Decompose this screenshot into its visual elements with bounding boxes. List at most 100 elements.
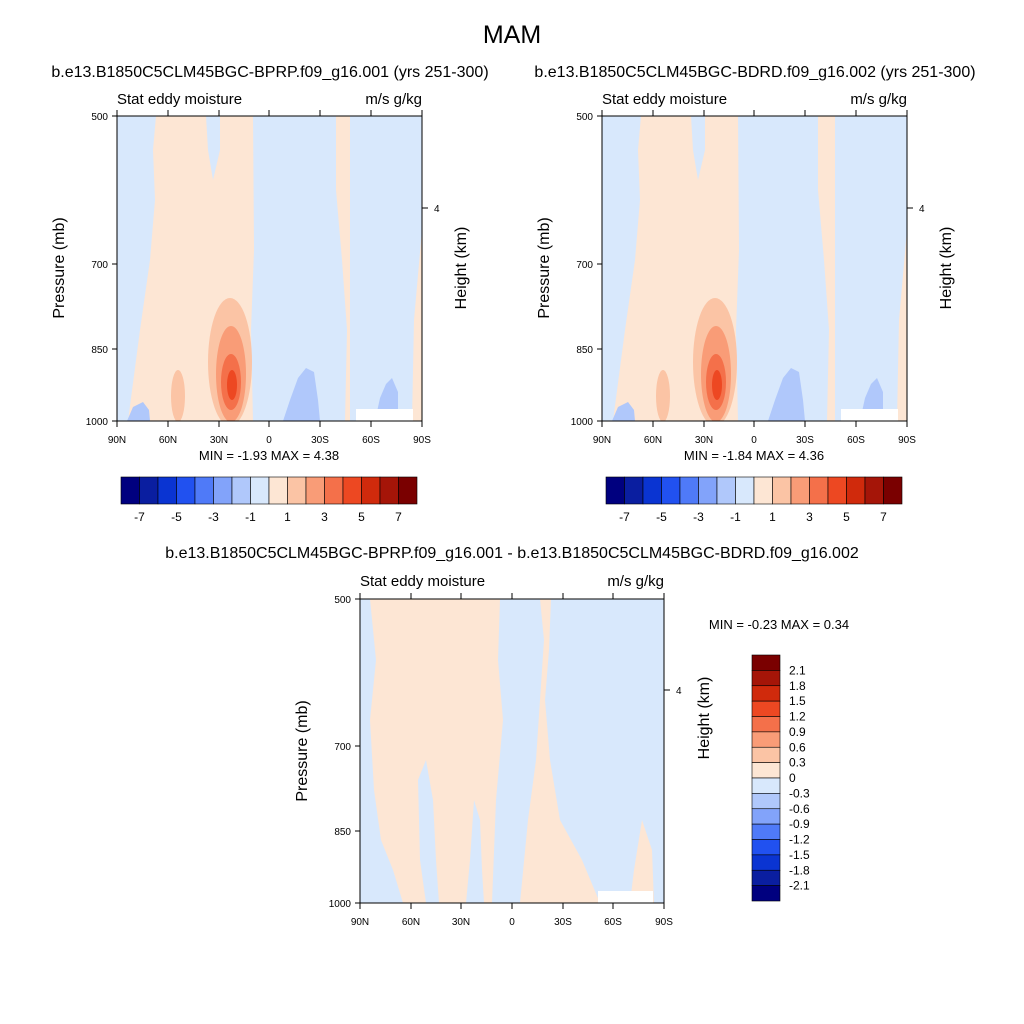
panel-2-contour-4	[712, 370, 722, 400]
panel-1-xtick-90s: 90S	[413, 435, 431, 446]
panel-1-colorbar-label: 5	[358, 510, 365, 524]
panel-2-right-tick-4: 4	[919, 204, 925, 215]
panel-1-field	[117, 116, 422, 421]
panel-diff-colorbar-swatch	[751, 731, 781, 748]
panel-1-negative-patch-nh	[127, 402, 150, 421]
panel-1-colorbar-swatch	[213, 476, 233, 505]
panel-diff-colorbar-label: -1.5	[789, 848, 810, 862]
panel-2-contour-2-west	[656, 370, 670, 421]
panel-diff-case-title: b.e13.B1850C5CLM45BGC-BPRP.f09_g16.001 -…	[165, 545, 859, 562]
panel-1-negative-region-nh-streak	[206, 116, 220, 180]
panel-2-colorbar-label: -7	[619, 510, 630, 524]
panel-diff-left-title: Stat eddy moisture	[360, 573, 485, 590]
panel-2-colorbar-swatch	[883, 476, 903, 505]
panel-2-right-title: m/s g/kg	[850, 91, 907, 108]
season-title: MAM	[483, 21, 541, 49]
panel-2-ylabel-right: Height (km)	[938, 227, 955, 310]
panel-1-colorbar-label: 1	[284, 510, 291, 524]
panel-2-colorbar-swatch	[716, 476, 736, 505]
panel-1-case-title: b.e13.B1850C5CLM45BGC-BPRP.f09_g16.001 (…	[51, 64, 488, 81]
panel-2-ylabel: Pressure (mb)	[536, 217, 553, 318]
panel-diff-negative-streak-1	[418, 760, 439, 903]
panel-2-colorbar-label: 7	[880, 510, 887, 524]
panel-2-xtick-60n: 60N	[644, 435, 662, 446]
panel-1-xtick-30n: 30N	[210, 435, 228, 446]
panel-2-negative-region-south	[736, 116, 829, 421]
panel-1-ticks	[112, 110, 428, 427]
panel-2-xtick-60s: 60S	[847, 435, 865, 446]
panel-2-colorbar-label: 1	[769, 510, 776, 524]
panel-2-negative-region-sh-polar	[835, 116, 907, 421]
panel-1-colorbar-label: -7	[134, 510, 145, 524]
panel-diff-field	[360, 599, 664, 903]
panel-2-xtick-30n: 30N	[695, 435, 713, 446]
panel-diff-minmax: MIN = -0.23 MAX = 0.34	[709, 617, 849, 632]
panel-1-right-tick-4: 4	[434, 204, 440, 215]
panel-2-negative-min	[768, 368, 805, 421]
panel-diff-ytick-1000: 1000	[329, 899, 352, 910]
panel-1-negative-region-nh-polar	[117, 116, 156, 421]
panel-diff-colorbar-swatch	[751, 839, 781, 856]
panel-1-contour-2-west	[171, 370, 185, 421]
panel-diff-colorbar-label: 0	[789, 771, 796, 785]
panel-1-ytick-850: 850	[91, 345, 108, 356]
panel-2-xtick-90n: 90N	[593, 435, 611, 446]
panel-1-xtick-0: 0	[266, 435, 272, 446]
panel-1: b.e13.B1850C5CLM45BGC-BPRP.f09_g16.001 (…	[51, 64, 489, 524]
panel-1-colorbar-label: 7	[395, 510, 402, 524]
panel-2-ytick-850: 850	[576, 345, 593, 356]
panel-diff-colorbar-swatch	[751, 869, 781, 886]
panel-diff-colorbar-label: -0.6	[789, 802, 810, 816]
panel-diff-colorbar-swatch	[751, 808, 781, 825]
panel-1-colorbar-label: -3	[208, 510, 219, 524]
panel-2-colorbar-swatch	[624, 476, 644, 505]
panel-1-colorbar-swatch	[194, 476, 214, 505]
panel-1-colorbar-swatch	[157, 476, 177, 505]
panel-2-colorbar-swatch	[642, 476, 662, 505]
panel-1-colorbar-swatch	[287, 476, 307, 505]
panel-1-colorbar-label: -5	[171, 510, 182, 524]
panel-1-ytick-1000: 1000	[86, 417, 109, 428]
panel-1-xtick-60s: 60S	[362, 435, 380, 446]
panel-2-colorbar-label: -3	[693, 510, 704, 524]
panel-1-negative-region-south	[251, 116, 347, 421]
panel-diff-xtick-60n: 60N	[402, 917, 420, 928]
panel-diff-colorbar-label: 0.3	[789, 756, 806, 770]
panel-diff-ticks	[355, 593, 670, 909]
panel-diff-colorbar-label: 1.2	[789, 710, 806, 724]
panel-1-colorbar-swatch	[139, 476, 159, 505]
panel-1-missing-data	[356, 409, 413, 421]
panel-1-xtick-30s: 30S	[311, 435, 329, 446]
panel-2-colorbar-swatch	[679, 476, 699, 505]
panel-1-colorbar-swatch	[361, 476, 381, 505]
panel-diff-colorbar-swatch	[751, 885, 781, 902]
panel-diff-ylabel-right: Height (km)	[696, 677, 713, 760]
panel-2-case-title: b.e13.B1850C5CLM45BGC-BDRD.f09_g16.002 (…	[534, 64, 975, 81]
panel-diff-colorbar-swatch	[751, 762, 781, 779]
panel-diff-colorbar-swatch	[751, 685, 781, 702]
panel-2: b.e13.B1850C5CLM45BGC-BDRD.f09_g16.002 (…	[534, 64, 975, 524]
panel-2-colorbar-label: -1	[730, 510, 741, 524]
panel-diff-colorbar-swatch	[751, 823, 781, 840]
panel-diff-right-title: m/s g/kg	[607, 573, 664, 590]
panel-diff-colorbar-label: -0.3	[789, 786, 810, 800]
panel-diff-negative-region-tropics	[492, 599, 544, 903]
panel-1-negative-region-sh-polar	[350, 116, 422, 421]
panel-1-colorbar: -7 -5 -3 -1 1 3 5 7	[120, 476, 418, 524]
panel-2-ytick-1000: 1000	[571, 417, 594, 428]
panel-1-colorbar-swatch	[305, 476, 325, 505]
panel-2-colorbar: -7 -5 -3 -1 1 3 5 7	[605, 476, 903, 524]
panel-2-colorbar-swatch	[772, 476, 792, 505]
panel-diff-ytick-850: 850	[334, 827, 351, 838]
panel-2-xtick-90s: 90S	[898, 435, 916, 446]
panel-2-colorbar-label: 3	[806, 510, 813, 524]
panel-1-ylabel-right: Height (km)	[453, 227, 470, 310]
panel-1-colorbar-swatch	[231, 476, 251, 505]
panel-1-colorbar-swatch	[120, 476, 140, 505]
panel-2-colorbar-label: -5	[656, 510, 667, 524]
panel-1-colorbar-label: 3	[321, 510, 328, 524]
panel-2-colorbar-swatch	[809, 476, 829, 505]
panel-1-colorbar-swatch	[324, 476, 344, 505]
panel-1-contour-4	[227, 370, 237, 400]
panel-2-ytick-700: 700	[576, 260, 593, 271]
